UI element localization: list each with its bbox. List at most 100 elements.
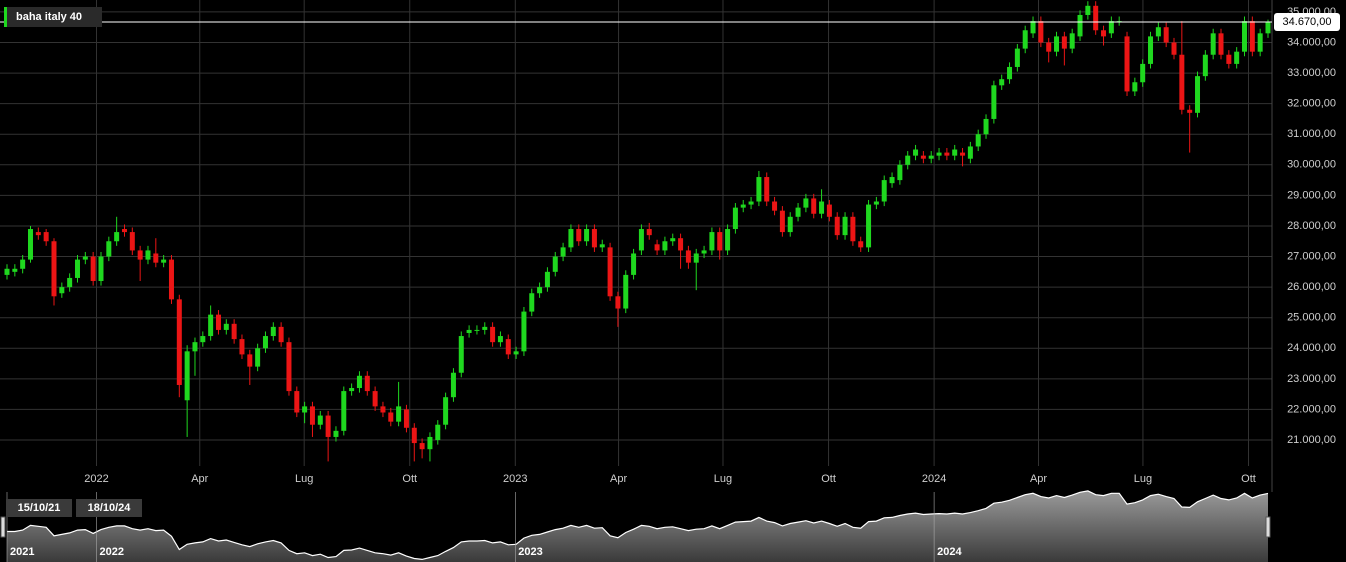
candle-body <box>881 180 887 202</box>
candle-body <box>646 229 652 236</box>
candle-body <box>380 406 386 413</box>
range-label-box <box>6 499 72 517</box>
candle-body <box>866 204 872 248</box>
candle-body <box>779 210 785 233</box>
candle-body <box>419 443 425 450</box>
candle-body <box>960 152 966 156</box>
candle-body <box>200 336 206 343</box>
x-tick-label: 2024 <box>922 473 946 485</box>
range-handle[interactable] <box>0 516 6 538</box>
candle-body <box>1093 5 1099 31</box>
chart-title: baha italy 40 <box>16 11 82 23</box>
y-tick-label: 24.000,00 <box>1287 342 1336 354</box>
candle-body <box>1022 30 1028 49</box>
x-tick-label: Ott <box>821 473 836 485</box>
candle-body <box>364 375 370 392</box>
y-tick-label: 21.000,00 <box>1287 434 1336 446</box>
y-tick-label: 28.000,00 <box>1287 220 1336 232</box>
title-marker <box>4 7 7 27</box>
candle-body <box>341 391 347 431</box>
candle-body <box>35 232 41 236</box>
candle-body <box>678 238 684 251</box>
candle-body <box>772 201 778 211</box>
candle-body <box>826 204 832 217</box>
range-handle[interactable] <box>1265 516 1271 538</box>
candle-body <box>631 253 637 275</box>
candle-body <box>74 259 80 278</box>
candle-body <box>27 229 33 260</box>
candle-body <box>388 412 394 422</box>
candle-body <box>967 146 973 159</box>
candle-body <box>1234 51 1240 64</box>
candle-body <box>662 241 668 251</box>
x-tick-label: Apr <box>610 473 627 485</box>
candle-body <box>161 259 167 263</box>
candle-body <box>529 293 535 312</box>
candle-body <box>176 299 182 385</box>
y-tick-label: 29.000,00 <box>1287 189 1336 201</box>
candle-body <box>732 207 738 230</box>
navigator-tick-label: 2024 <box>937 546 962 558</box>
candle-body <box>1054 36 1060 52</box>
candle-body <box>764 177 770 202</box>
candle-body <box>215 314 221 330</box>
candle-body <box>1242 21 1248 52</box>
y-tick-label: 23.000,00 <box>1287 373 1336 385</box>
candle-body <box>803 198 809 208</box>
candle-body <box>98 256 104 282</box>
candle-body <box>1085 5 1091 15</box>
candle-body <box>1249 21 1255 52</box>
candle-body <box>325 415 331 437</box>
candle-body <box>889 177 895 184</box>
grid: 21.000,00 22.000,00 23.000,00 24.000,00 25.0… <box>0 0 1336 492</box>
candle-body <box>811 198 817 214</box>
candle-body <box>991 85 997 119</box>
candle-body <box>1108 21 1114 34</box>
candle-body <box>145 250 151 260</box>
candle-body <box>1030 21 1036 34</box>
candle-body <box>1148 36 1154 64</box>
y-tick-label: 33.000,00 <box>1287 67 1336 79</box>
candle-body <box>1195 76 1201 113</box>
candle-body <box>12 268 18 272</box>
candle-body <box>505 339 511 355</box>
candle-body <box>137 250 143 260</box>
x-tick-label: Apr <box>1030 473 1047 485</box>
candle-body <box>834 216 840 236</box>
candle-body <box>748 201 754 205</box>
candle-body <box>67 277 73 288</box>
candle-body <box>184 351 190 401</box>
candle-body <box>1163 27 1169 43</box>
candle-body <box>850 216 856 242</box>
candle-body <box>513 351 519 355</box>
navigator-area <box>7 490 1268 562</box>
candle-body <box>944 152 950 156</box>
candle-body <box>1155 27 1161 37</box>
candle-body <box>82 256 88 260</box>
candle-body <box>1265 22 1271 34</box>
candle-body <box>482 326 488 330</box>
candle-body <box>913 149 919 156</box>
candle-body <box>129 232 135 251</box>
candle-body <box>450 372 456 398</box>
candle-body <box>474 329 480 331</box>
candle-body <box>568 229 574 248</box>
candle-body <box>247 354 253 367</box>
candle-body <box>560 247 566 257</box>
candle-body <box>1061 36 1067 49</box>
navigator-tick-label: 2023 <box>518 546 542 558</box>
candle-body <box>497 336 503 343</box>
candle-body <box>756 177 762 202</box>
y-tick-label: 34.000,00 <box>1287 36 1336 48</box>
candle-body <box>709 232 715 251</box>
y-tick-label: 22.000,00 <box>1287 403 1336 415</box>
candle-body <box>121 229 127 233</box>
candle-body <box>615 296 621 309</box>
candle-body <box>1210 33 1216 55</box>
title-box <box>4 7 102 27</box>
candle-body <box>928 155 934 159</box>
candle-body <box>670 238 676 242</box>
y-tick-label: 30.000,00 <box>1287 159 1336 171</box>
x-tick-label: Ott <box>1241 473 1256 485</box>
candle-body <box>936 152 942 156</box>
